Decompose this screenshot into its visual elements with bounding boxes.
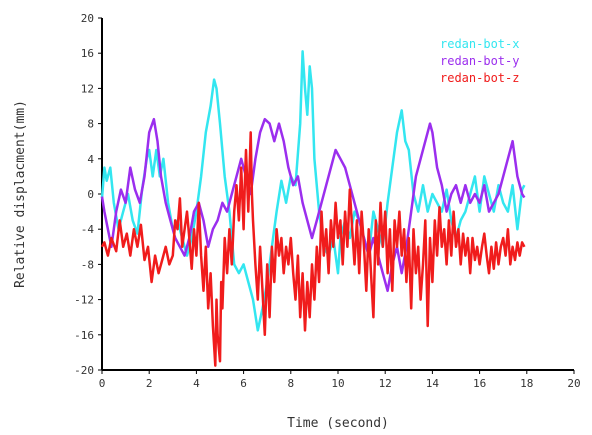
x-tick-label: 0 bbox=[99, 377, 106, 390]
x-tick-label: 8 bbox=[287, 377, 294, 390]
tick-labels: 0 2 4 6 8 10 12 14 16 18 20 20 16 12 8 4 0 -4 -8 -12 -16 -20 bbox=[74, 12, 581, 390]
x-tick-label: 20 bbox=[567, 377, 580, 390]
x-tick-label: 2 bbox=[146, 377, 153, 390]
y-tick-label: 20 bbox=[81, 12, 94, 25]
legend-entry-redan-bot-z: redan-bot-z bbox=[440, 71, 519, 85]
x-tick-label: 14 bbox=[426, 377, 440, 390]
y-tick-label: 16 bbox=[81, 47, 94, 60]
y-tick-label: -12 bbox=[74, 294, 94, 307]
x-tick-label: 4 bbox=[193, 377, 200, 390]
y-tick-label: -4 bbox=[81, 223, 95, 236]
legend-entry-redan-bot-y: redan-bot-y bbox=[440, 54, 519, 68]
y-tick-label: 0 bbox=[87, 188, 94, 201]
x-tick-label: 10 bbox=[331, 377, 344, 390]
plot-area bbox=[100, 50, 526, 367]
x-axis-title: Time (second) bbox=[287, 416, 389, 431]
y-tick-label: -16 bbox=[74, 329, 94, 342]
x-tick-label: 16 bbox=[473, 377, 486, 390]
y-axis-title: Relative displacment(mm) bbox=[13, 100, 28, 288]
y-tick-label: 12 bbox=[81, 82, 94, 95]
y-tick-label: 8 bbox=[87, 118, 94, 131]
x-tick-label: 18 bbox=[520, 377, 533, 390]
series-line-redan-bot-x bbox=[100, 50, 526, 332]
y-tick-label: 4 bbox=[87, 153, 94, 166]
legend-entry-redan-bot-x: redan-bot-x bbox=[440, 37, 519, 51]
legend: redan-bot-x redan-bot-y redan-bot-z bbox=[440, 37, 519, 85]
x-tick-label: 6 bbox=[240, 377, 247, 390]
series-line-redan-bot-z bbox=[100, 131, 526, 367]
x-tick-label: 12 bbox=[379, 377, 392, 390]
y-tick-label: -8 bbox=[81, 258, 94, 271]
y-tick-label: -20 bbox=[74, 364, 94, 377]
series-line-redan-bot-y bbox=[100, 117, 526, 293]
